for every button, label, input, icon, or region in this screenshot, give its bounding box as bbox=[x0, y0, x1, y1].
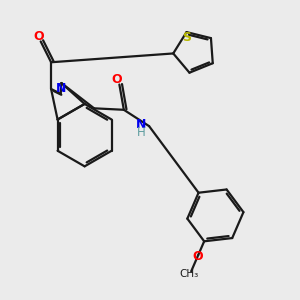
Text: N: N bbox=[136, 118, 146, 131]
Text: H: H bbox=[136, 126, 145, 139]
Text: S: S bbox=[182, 31, 191, 44]
Text: O: O bbox=[192, 250, 203, 263]
Text: CH₃: CH₃ bbox=[179, 269, 199, 279]
Text: O: O bbox=[112, 73, 122, 86]
Text: N: N bbox=[56, 82, 67, 95]
Text: O: O bbox=[33, 30, 44, 43]
